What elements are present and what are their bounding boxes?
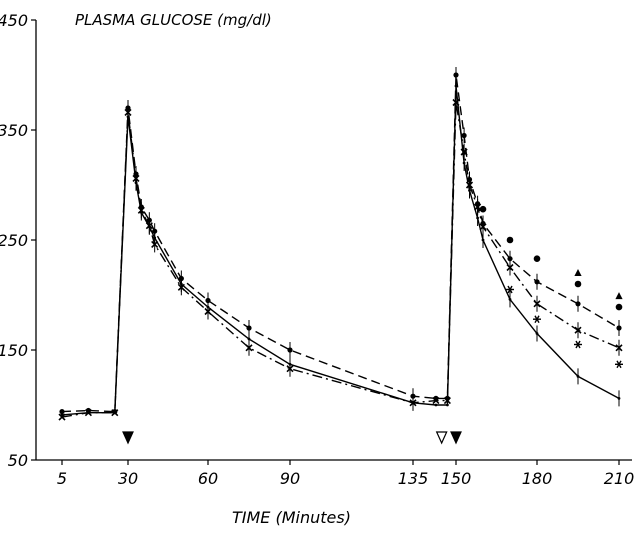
data-point (287, 347, 293, 353)
data-point (616, 325, 622, 331)
data-point (178, 275, 184, 282)
x-tick-label: 60 (198, 469, 218, 488)
data-point (246, 325, 252, 331)
y-tick-label: 150 (0, 341, 28, 360)
y-tick-label: 50 (8, 451, 28, 470)
significance-dot (479, 205, 487, 213)
significance-asterisk (574, 340, 582, 349)
x-axis-label: TIME (Minutes) (232, 508, 351, 527)
data-point (446, 403, 449, 407)
data-point (409, 399, 417, 407)
y-tick-label: 450 (0, 11, 28, 30)
series-line-solid (61, 85, 620, 416)
asterisk-stroke (575, 340, 581, 349)
data-point (535, 332, 539, 335)
x-tick-label: 5 (57, 469, 67, 488)
data-point (615, 344, 623, 352)
data-point (474, 203, 482, 211)
data-point (58, 413, 66, 421)
filled-arrow-icon (450, 431, 462, 445)
open-arrow-icon (435, 431, 448, 445)
significance-asterisk (533, 315, 541, 324)
significance-dot (533, 255, 541, 262)
data-point (84, 409, 92, 417)
data-point (533, 300, 541, 308)
data-point (286, 365, 294, 373)
data-point (247, 337, 251, 341)
data-point (145, 222, 153, 230)
significance-dot (574, 280, 582, 288)
data-point (479, 223, 487, 231)
data-point (152, 228, 158, 234)
tick-labels: 50 150 250 350 450 5 30 60 90 135 150 180 210 (0, 11, 634, 488)
series-group (58, 67, 623, 421)
asterisk-stroke (534, 315, 540, 324)
data-point (462, 161, 466, 165)
significance-marks (479, 205, 623, 369)
data-point (576, 375, 580, 378)
asterisk-stroke (616, 360, 622, 369)
data-point (574, 326, 582, 334)
data-point (508, 298, 512, 301)
y-tick-label: 350 (0, 121, 28, 140)
data-point (443, 397, 451, 405)
x-tick-label: 90 (280, 469, 300, 488)
data-point (151, 240, 159, 248)
data-point (465, 181, 474, 189)
data-point (432, 397, 440, 405)
data-point (461, 132, 467, 139)
data-point (507, 256, 513, 262)
asterisk-stroke (507, 285, 513, 294)
series-line-dashed (61, 74, 620, 413)
x-tick-label: 150 (441, 469, 472, 488)
data-point (132, 174, 140, 182)
x-tick-label: 210 (604, 469, 635, 488)
data-point (137, 206, 145, 214)
axes (35, 20, 632, 461)
significance-triangle (615, 292, 623, 300)
significance-triangle (574, 269, 582, 276)
data-point (452, 98, 460, 107)
significance-dot (506, 236, 514, 244)
significance-asterisk (506, 285, 514, 294)
data-point (617, 397, 621, 400)
data-point (506, 263, 514, 272)
data-point (59, 409, 65, 415)
data-point (434, 403, 438, 407)
data-point (124, 108, 132, 116)
x-tick-label: 30 (118, 469, 138, 488)
data-point (481, 238, 485, 242)
data-point (575, 301, 581, 307)
data-point (205, 297, 211, 304)
series-line-dash-dot (61, 102, 620, 418)
data-point (453, 72, 459, 78)
significance-asterisk (615, 360, 623, 369)
data-point (204, 307, 212, 316)
injection-arrows (122, 431, 462, 445)
data-point (460, 148, 468, 156)
data-point (177, 283, 185, 291)
y-tick-label: 250 (0, 231, 28, 250)
filled-arrow-icon (122, 431, 134, 445)
x-tick-label: 135 (398, 469, 429, 488)
data-point (534, 279, 540, 285)
data-point (111, 409, 119, 417)
chart-title: PLASMA GLUCOSE (mg/dl) (75, 11, 272, 29)
data-point (245, 344, 253, 352)
significance-dot (615, 303, 623, 311)
data-point (476, 216, 479, 220)
x-tick-label: 180 (522, 469, 553, 488)
